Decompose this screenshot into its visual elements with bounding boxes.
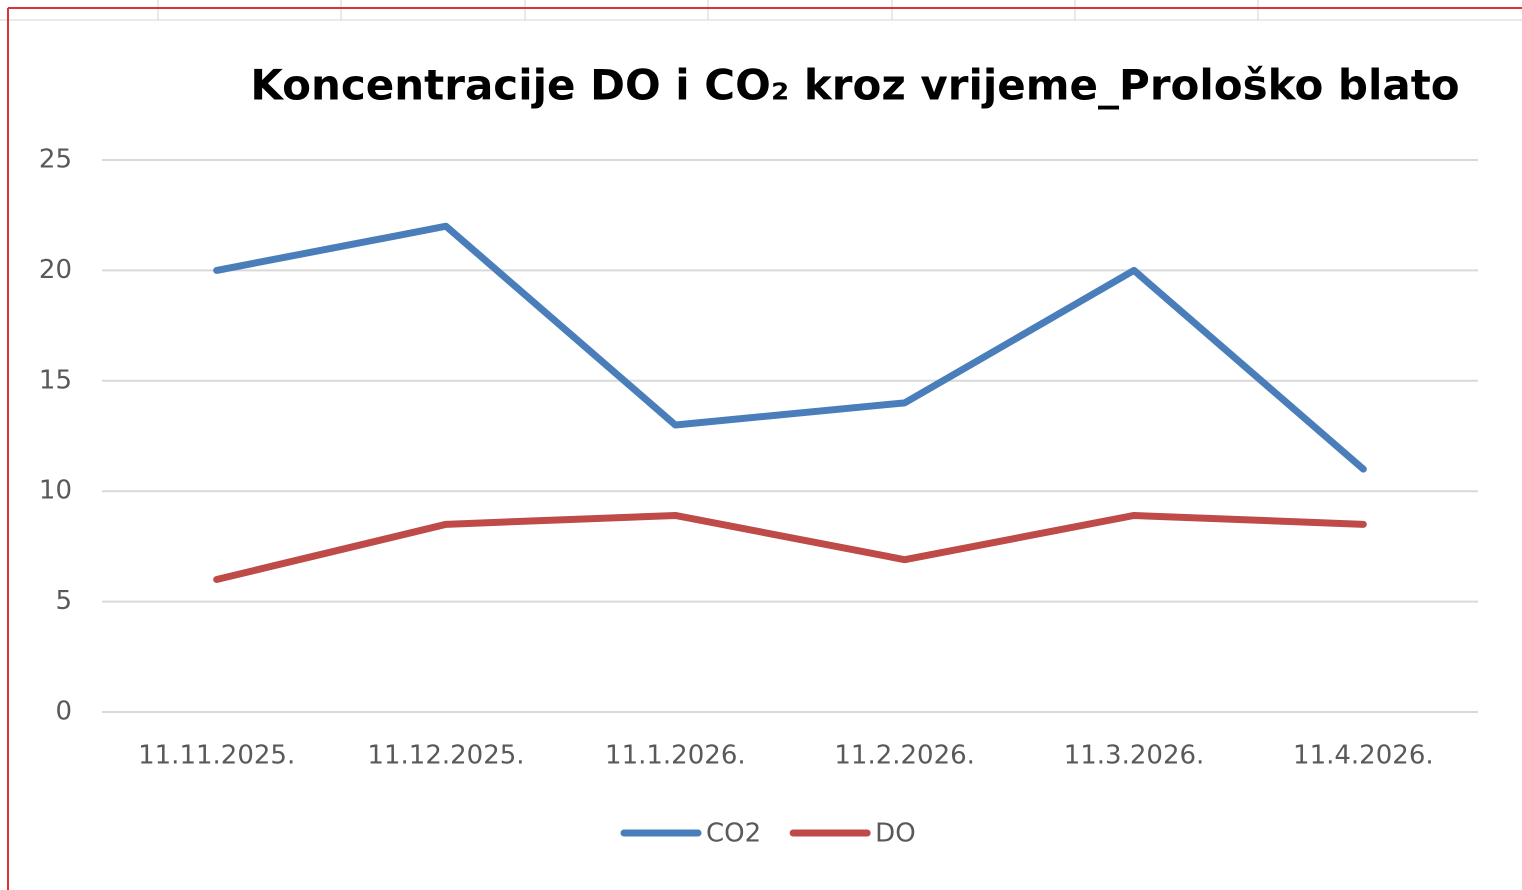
y-tick-label: 25 (39, 145, 72, 175)
y-tick-label: 0 (55, 697, 72, 727)
line (213, 511, 1367, 584)
x-tick-label: 11.2.2026. (834, 741, 975, 771)
chart-title: Koncentracije DO i CO₂ kroz vrijeme_Prol… (250, 61, 1459, 110)
line (213, 222, 1367, 473)
legend-label: CO2 (706, 819, 761, 849)
y-tick-label: 5 (55, 586, 72, 616)
y-tick-label: 15 (39, 365, 72, 395)
x-tick-label: 11.11.2025. (138, 741, 295, 771)
x-tick-label: 11.1.2026. (605, 741, 746, 771)
x-tick-label: 11.4.2026. (1293, 741, 1434, 771)
x-tick-label: 11.12.2025. (367, 741, 524, 771)
y-tick-label: 10 (39, 476, 72, 506)
y-tick-label: 20 (39, 255, 72, 285)
x-tick-label: 11.3.2026. (1064, 741, 1205, 771)
sheet-grid (0, 0, 1522, 21)
legend-label: DO (875, 819, 916, 849)
